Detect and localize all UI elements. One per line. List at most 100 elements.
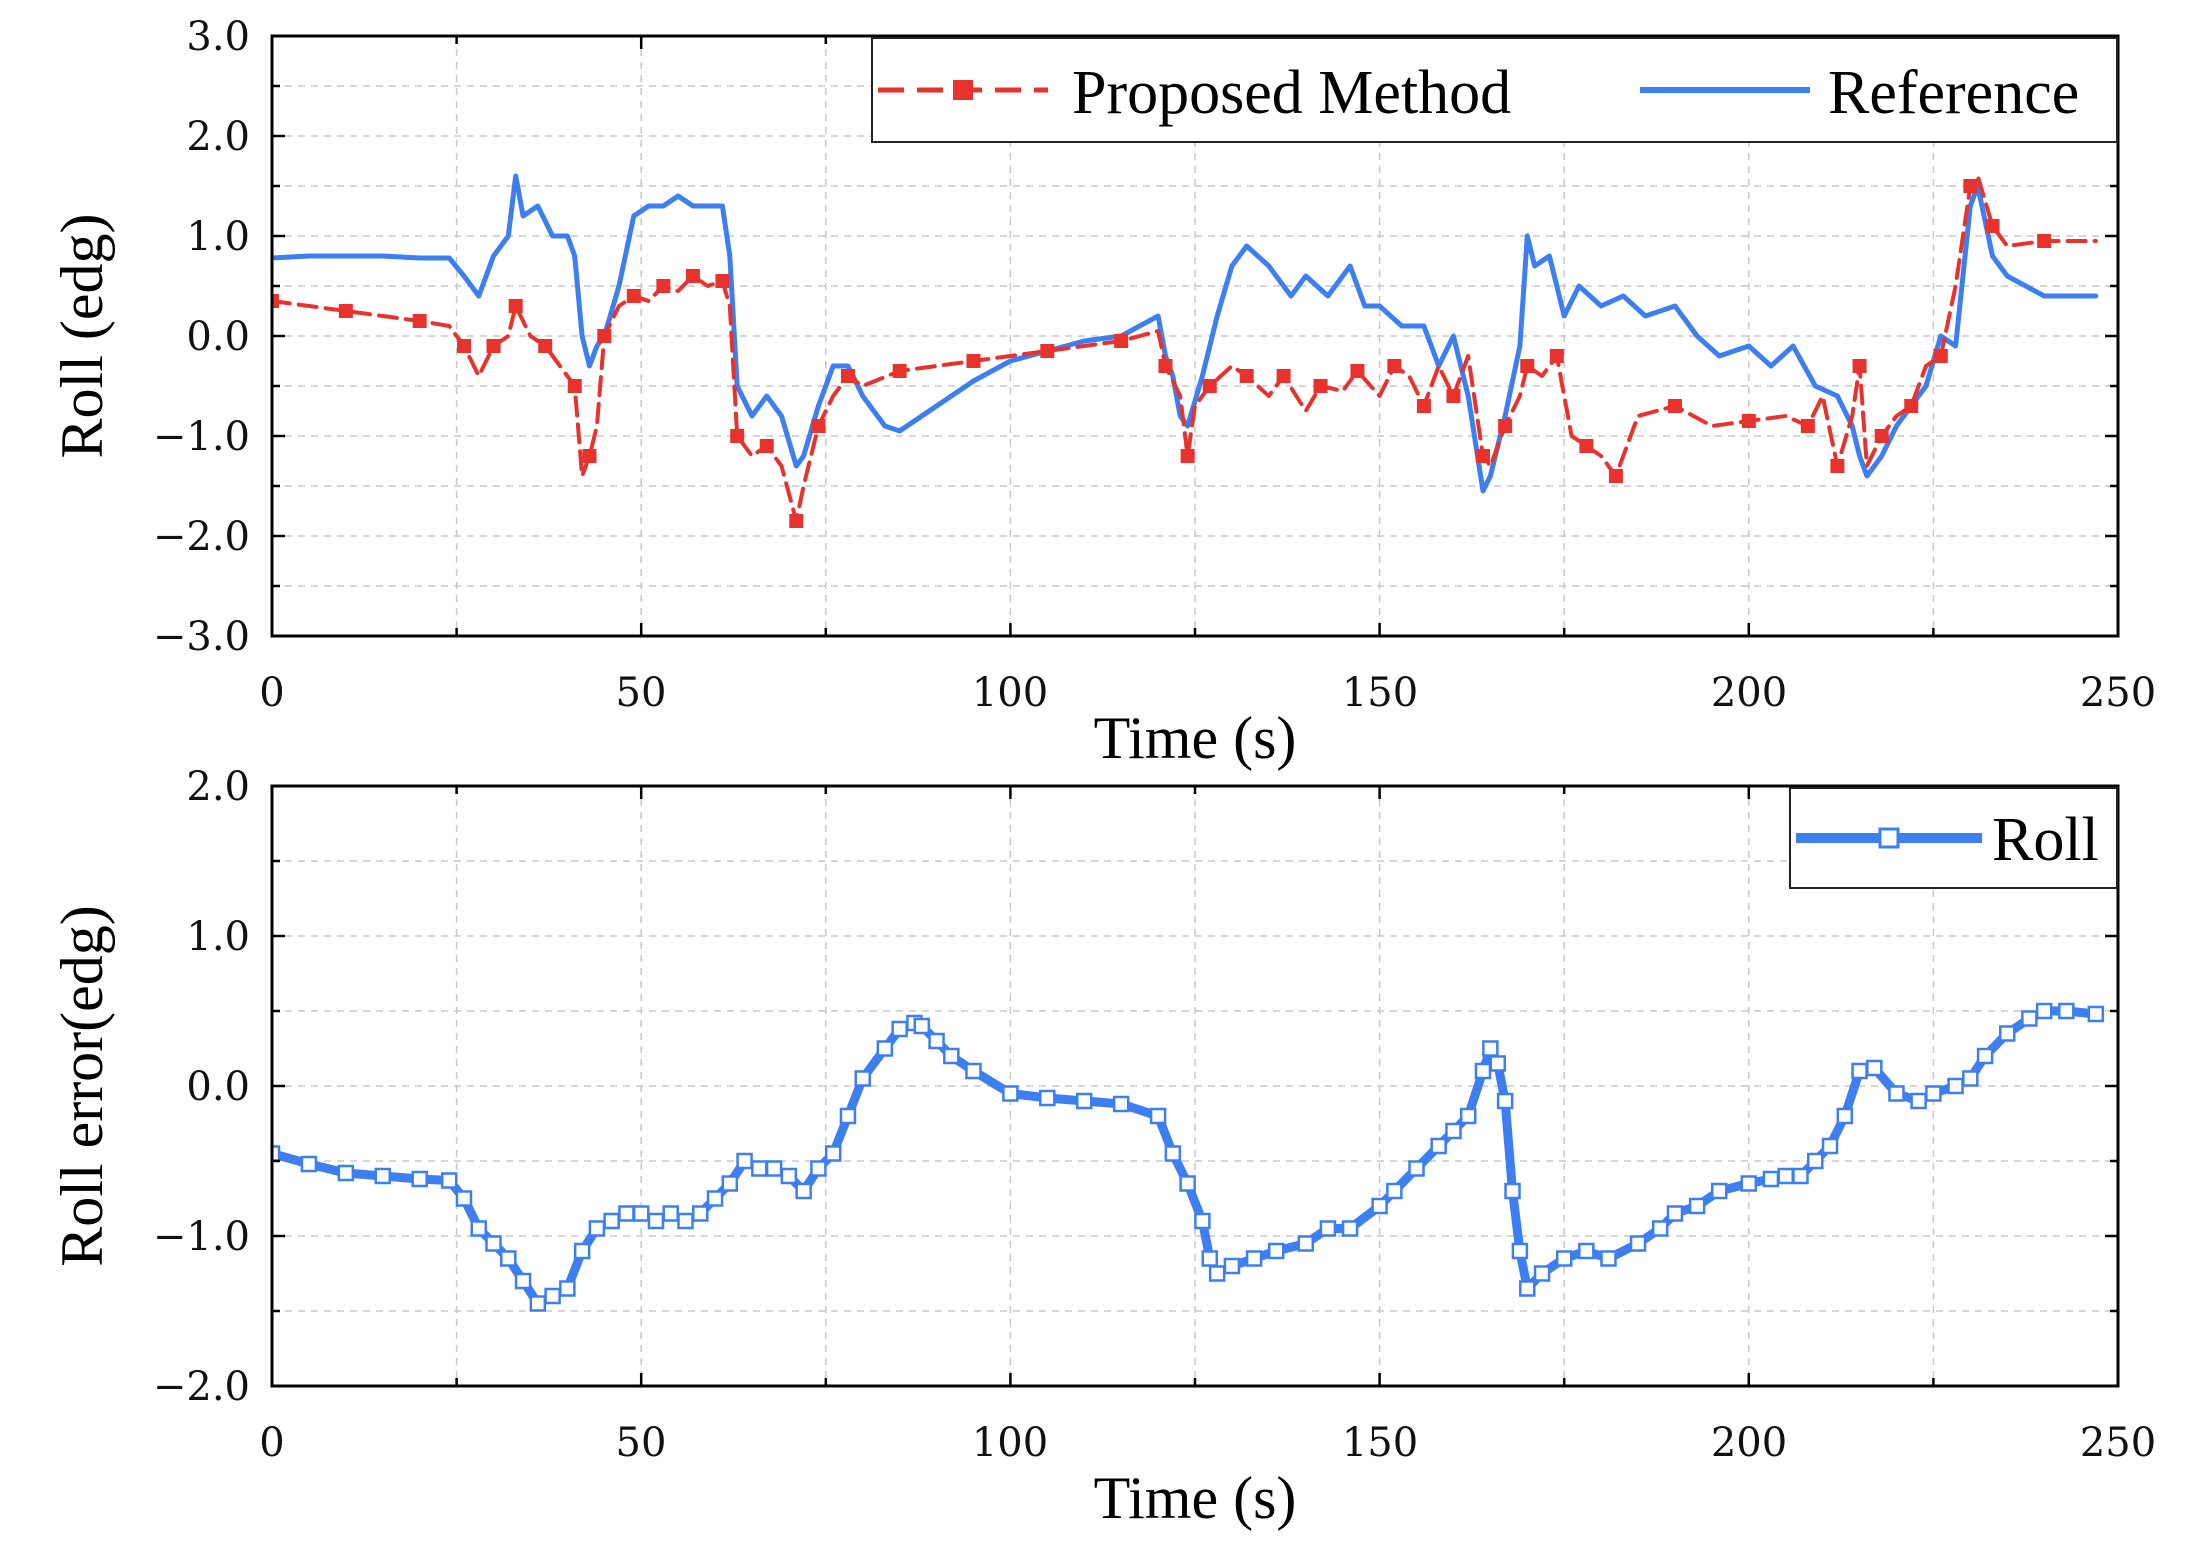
data-point-marker [411,1170,428,1188]
y-tick-label: 2.0 [186,764,250,810]
data-point-marker [1149,1107,1167,1125]
data-point-marker [573,1242,591,1260]
x-tick-label: 0 [259,1420,284,1466]
data-point-marker [715,274,730,288]
data-point-marker [1579,439,1594,453]
y-tick-label: −2.0 [153,1364,250,1410]
legend-entry-proposed-method: Proposed Method [878,59,1511,127]
data-point-marker [1555,1250,1573,1267]
x-axis-title: Time (s) [1094,1465,1297,1531]
data-point-marker [632,1205,650,1222]
data-point-marker [765,1160,783,1177]
data-point-marker [440,1172,458,1189]
y-tick-label: −3.0 [153,614,250,660]
data-point-marker [1223,1257,1241,1275]
data-point-marker [928,1032,945,1050]
data-point-marker [1520,359,1535,373]
y-tick-label: 2.0 [186,114,250,160]
data-point-marker [1777,1167,1794,1185]
data-point-marker [1533,1265,1551,1282]
data-point-marker [1386,1182,1403,1200]
data-point-marker [1112,1095,1130,1113]
data-point-marker [1740,1175,1758,1192]
data-point-marker [1504,1182,1521,1200]
data-point-marker [685,269,700,283]
data-point-marker [1297,1235,1315,1252]
data-point-marker [1866,1059,1883,1077]
data-point-marker [500,1250,517,1267]
x-tick-label: 250 [2080,1420,2156,1466]
data-point-marker [1180,449,1195,463]
data-point-marker [839,1107,857,1125]
data-point-marker [588,1220,606,1237]
data-point-marker [2058,1002,2075,1020]
data-point-marker [854,1070,871,1087]
data-point-marker [626,289,641,303]
data-point-marker [567,379,582,393]
data-point-marker [338,304,353,318]
roll-error-chart: 2.0 1.0 0.0 −1.0 −2.0 0 50 100 150 200 2… [49,764,2156,1531]
data-point-marker [618,1205,635,1222]
data-point-marker [412,314,427,328]
y-tick-label: −1.0 [153,414,250,460]
data-point-marker [1947,1077,1964,1095]
data-point-marker [538,339,553,353]
data-point-marker [1549,349,1564,363]
data-point-marker [559,1280,576,1297]
data-point-marker [1341,1220,1359,1237]
data-point-marker [966,354,981,368]
data-point-marker [730,429,745,443]
data-point-marker [2035,1002,2053,1020]
data-point-marker [1474,1062,1492,1080]
data-point-marker [1519,1280,1536,1297]
data-point-marker [1445,1122,1462,1140]
data-point-marker [677,1212,694,1230]
data-point-marker [1762,1170,1780,1188]
y-tick-labels: 3.0 2.0 1.0 0.0 −1.0 −2.0 −3.0 [153,14,250,660]
legend: Roll [1789,787,2118,889]
data-point-marker [1202,379,1217,393]
data-point-marker [965,1062,982,1080]
data-point-marker [1498,419,1513,433]
data-point-marker [1114,334,1129,348]
data-point-marker [1888,1085,1905,1102]
x-tick-label: 150 [1342,1420,1418,1466]
data-point-marker [1387,359,1402,373]
data-point-marker [759,439,774,453]
data-point-marker [1511,1242,1529,1260]
series-line-proposed-method [272,174,2098,523]
data-point-marker [1164,1145,1182,1162]
y-tick-label: −1.0 [153,1214,250,1260]
data-point-marker [544,1287,561,1305]
series-line-reference [272,173,2099,494]
data-point-marker [1194,1212,1211,1230]
data-point-marker [656,279,671,293]
x-tick-label: 50 [616,1420,667,1466]
legend-entry-roll: Roll [1796,806,2099,874]
x-tick-labels: 0 50 100 150 200 250 [259,670,2156,716]
data-point-marker [721,1175,739,1192]
data-point-marker [1267,1242,1285,1260]
data-point-marker [1792,1167,1809,1185]
data-point-marker [1688,1197,1706,1215]
data-point-marker [692,1205,709,1222]
x-tick-label: 150 [1342,670,1418,716]
data-point-marker [597,329,612,343]
data-point-marker [1666,1205,1684,1222]
y-tick-label: 0.0 [186,314,250,360]
data-point-marker [1821,1137,1839,1155]
data-point-marker [736,1152,753,1170]
data-point-marker [789,514,804,528]
data-point-marker [1925,1085,1942,1102]
data-point-marker [272,1145,281,1162]
data-point-marker [1600,1250,1617,1267]
data-point-marker [1489,1055,1506,1072]
legend-square-marker [1878,827,1900,849]
data-point-marker [795,1182,812,1200]
data-point-marker [455,1190,473,1207]
data-point-marker [810,1160,827,1177]
series-group [272,173,2099,528]
legend-label: Proposed Method [1072,59,1511,127]
data-point-marker [1933,349,1948,363]
